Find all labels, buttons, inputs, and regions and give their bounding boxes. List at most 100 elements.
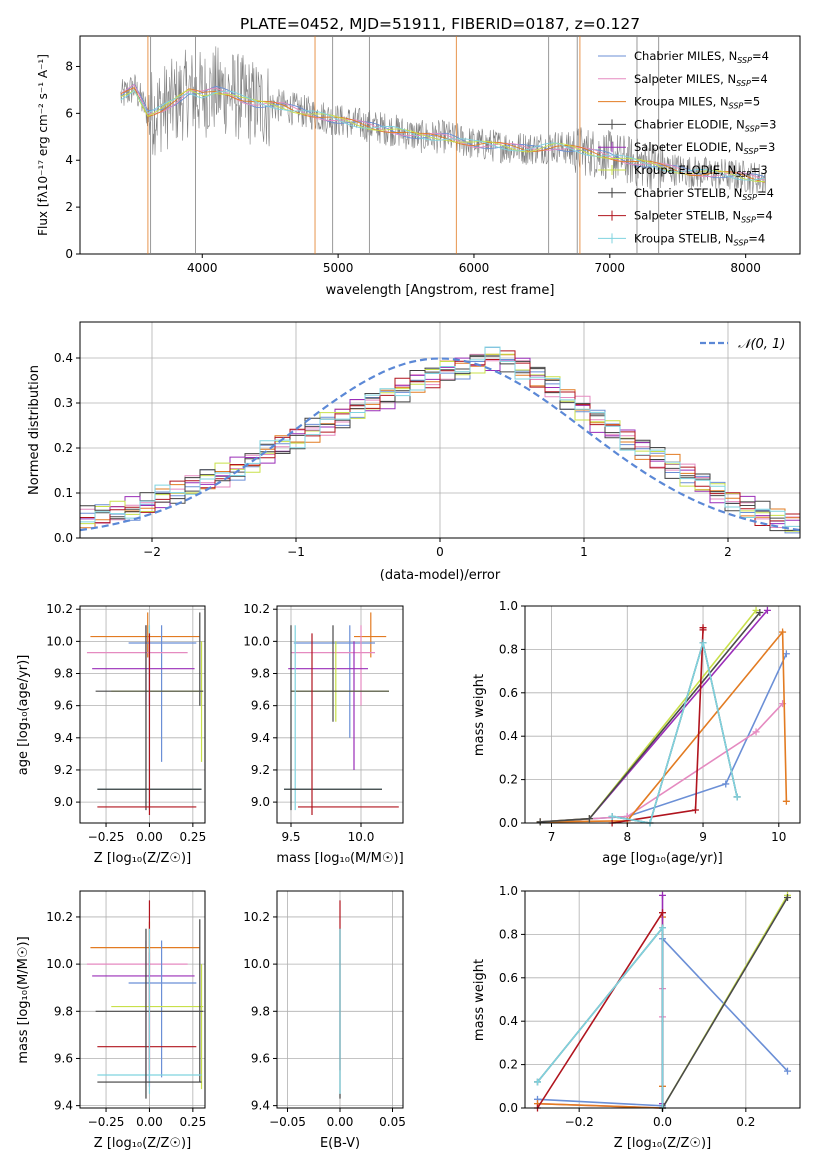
weight-vs-Z-point-marker (659, 924, 666, 932)
spectrum-axes: 4000 5000 6000 7000 8000 0 2 4 6 8 (65, 59, 761, 275)
mass-vs-Z-ytick-label: 9.6 (54, 1051, 73, 1065)
mass-vs-Z-ytick-label: 9.8 (54, 1004, 73, 1018)
spectrum-legend-label: Kroupa STELIB, NSSP=4 (634, 231, 765, 247)
mass-vs-ebv-xtick-label: 0.05 (379, 1115, 406, 1129)
spectrum-ytick-label: 6 (65, 106, 73, 120)
mass-vs-ebv-panel: −0.05 0.00 0.05 9.4 9.6 9.8 10.0 10.2 E(B-V) (243, 890, 406, 1151)
age-vs-mass-panel: 9.5 10.0 9.0 9.2 9.4 9.6 9.8 10.0 10.2 mass [log₁… (243, 602, 403, 866)
age-vs-Z-ytick-label: 9.2 (54, 763, 73, 777)
residuals-ytick-label: 0.1 (54, 486, 73, 500)
weight-vs-Z-xlabel: Z [log₁₀(Z/Z☉)] (614, 1136, 711, 1151)
mass-vs-ebv-xlabel: E(B-V) (320, 1136, 360, 1151)
mass-vs-ebv-ytick-label: 9.4 (251, 1099, 270, 1113)
weight-vs-Z-xtick-label: 0.0 (653, 1115, 672, 1129)
mass-vs-Z-ylabel: mass [log₁₀(M/M☉)] (16, 936, 31, 1063)
residuals-xtick-label: −2 (143, 545, 161, 559)
spectrum-legend-label: Kroupa ELODIE, NSSP=3 (634, 163, 768, 179)
weight-vs-age-point-marker (763, 606, 771, 614)
residuals-xtick-label: 1 (580, 545, 588, 559)
weight-vs-age-point-marker (752, 606, 760, 614)
age-vs-mass-ytick-label: 9.2 (251, 763, 270, 777)
mass-vs-ebv-xtick-label: 0.00 (327, 1115, 354, 1129)
residuals-marks (79, 346, 801, 534)
age-vs-Z-xlabel: Z [log₁₀(Z/Z☉)] (94, 851, 191, 866)
mass-vs-Z-ytick-label: 9.4 (54, 1099, 73, 1113)
weight-vs-age-ytick-label: 1.0 (499, 599, 518, 613)
weight-vs-Z-series-line (537, 988, 664, 1109)
spectrum-model-line (120, 87, 765, 183)
weight-vs-age-series-line (611, 642, 738, 824)
spectrum-legend-label: Salpeter STELIB, NSSP=4 (634, 209, 773, 225)
weight-vs-age-point-marker (782, 797, 790, 805)
age-vs-Z-xtick-label: 0.00 (136, 830, 163, 844)
mass-vs-Z-plot-area (79, 890, 206, 1109)
weight-vs-age-point-marker (699, 624, 707, 632)
weight-vs-age-point-marker (691, 806, 699, 814)
spectrum-legend-label: Chabrier MILES, NSSP=4 (634, 49, 769, 65)
weight-vs-age-ytick-label: 0.4 (499, 729, 518, 743)
mass-vs-Z-xtick-label: 0.25 (179, 1115, 206, 1129)
weight-vs-age-xlabel: age [log₁₀(age/yr)] (602, 851, 723, 866)
weight-vs-Z-point-marker (659, 891, 666, 899)
spectrum-xlabel: wavelength [Angstrom, rest frame] (326, 283, 555, 298)
mass-vs-ebv-ytick-label: 9.6 (251, 1051, 270, 1065)
weight-vs-age-xtick-label: 9 (699, 830, 707, 844)
spectrum-xtick-label: 7000 (595, 261, 626, 275)
weight-vs-age-ylabel: mass weight (472, 674, 487, 756)
residuals-ylabel: Normed distribution (27, 365, 42, 495)
age-vs-mass-ytick-label: 9.6 (251, 699, 270, 713)
weight-vs-age-point-marker (699, 639, 707, 647)
weight-vs-age-series-line (611, 627, 704, 824)
residuals-ytick-label: 0.4 (54, 351, 73, 365)
spectrum-ylabel: Flux [fλ10⁻¹⁷ erg cm⁻² s⁻¹ A⁻¹] (36, 54, 50, 236)
weight-vs-age-point-marker (756, 609, 764, 617)
weight-vs-Z-ytick-label: 0.2 (499, 1058, 518, 1072)
age-vs-mass-ytick-label: 10.0 (243, 634, 270, 648)
mass-vs-ebv-ytick-label: 10.0 (243, 957, 270, 971)
weight-vs-age-series-line (540, 611, 761, 823)
spectrum-xtick-label: 8000 (730, 261, 761, 275)
spectrum-model-line (120, 90, 765, 181)
weight-vs-Z-ytick-label: 0.8 (499, 927, 518, 941)
spectrum-xtick-label: 4000 (187, 261, 218, 275)
spectrum-panel: 4000 5000 6000 7000 8000 0 2 4 6 8 wavelength [An… (36, 35, 801, 298)
age-vs-mass-xtick-label: 10.0 (348, 830, 375, 844)
spectrum-legend-label: Kroupa MILES, NSSP=5 (634, 95, 760, 111)
age-vs-Z-plot-area (79, 605, 206, 824)
weight-vs-age-ytick-label: 0.8 (499, 642, 518, 656)
spectrum-xtick-label: 6000 (459, 261, 490, 275)
weight-vs-age-ytick-label: 0.0 (499, 816, 518, 830)
spectrum-legend: Chabrier MILES, NSSP=4 Salpeter MILES, NS… (598, 49, 776, 247)
weight-vs-Z-point-marker (659, 909, 666, 917)
weight-vs-Z-xtick-label: −0.2 (565, 1115, 594, 1129)
weight-vs-Z-xtick-label: 0.2 (736, 1115, 755, 1129)
age-vs-Z-ytick-label: 9.4 (54, 731, 73, 745)
age-vs-mass-xtick-label: 9.5 (281, 830, 300, 844)
weight-vs-age-point-marker (752, 728, 760, 736)
age-vs-Z-ytick-label: 10.0 (46, 634, 73, 648)
weight-vs-age-point-marker (733, 793, 741, 801)
weight-vs-Z-point-marker (784, 1067, 791, 1075)
spectrum-ytick-label: 2 (65, 200, 73, 214)
weight-vs-age-ytick-label: 0.6 (499, 686, 518, 700)
weight-vs-age-series-line (540, 703, 784, 823)
spectrum-legend-label: Chabrier STELIB, NSSP=4 (634, 186, 774, 202)
weight-vs-age-xtick-label: 8 (623, 830, 631, 844)
figure-title: PLATE=0452, MJD=51911, FIBERID=0187, z=0… (240, 15, 640, 33)
residuals-ytick-label: 0.0 (54, 531, 73, 545)
weight-vs-age-series-line (540, 609, 757, 823)
weight-vs-Z-ytick-label: 0.6 (499, 971, 518, 985)
mass-vs-Z-xtick-label: 0.00 (136, 1115, 163, 1129)
residuals-histogram (80, 346, 800, 527)
age-vs-Z-ytick-label: 9.6 (54, 699, 73, 713)
weight-vs-Z-series-line (661, 897, 789, 1109)
age-vs-mass-ytick-label: 9.0 (251, 795, 270, 809)
gaussian-legend-label: 𝒩(0, 1) (738, 337, 785, 352)
small-panels: −0.25 0.00 0.25 9.0 9.2 9.4 9.6 9.8 10.0 10.2 Z [l… (16, 599, 801, 1151)
age-vs-mass-plot-area (276, 605, 404, 824)
mass-vs-ebv-xtick-label: −0.05 (269, 1115, 306, 1129)
weight-vs-Z-point-marker (534, 1078, 541, 1086)
residuals-xtick-label: −1 (287, 545, 305, 559)
weight-vs-age-ytick-label: 0.2 (499, 773, 518, 787)
